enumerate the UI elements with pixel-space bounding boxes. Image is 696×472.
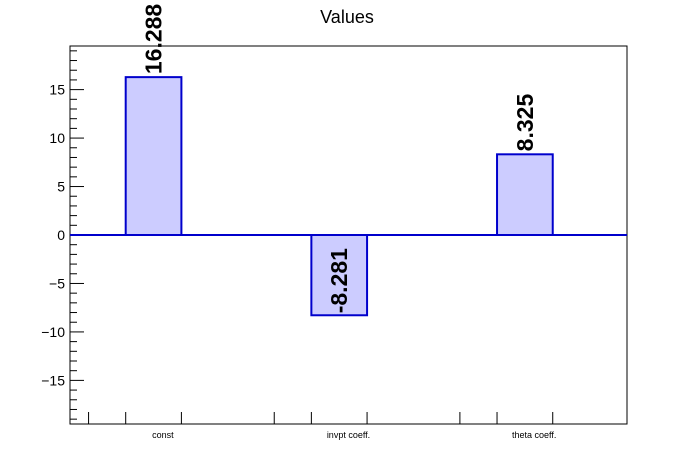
y-tick-label: 10	[49, 130, 65, 146]
bar-2	[310, 234, 369, 317]
chart-title: Values	[320, 7, 374, 27]
category-label: theta coeff.	[512, 430, 556, 440]
bar-1	[124, 76, 183, 236]
data-label: -8.281	[326, 248, 352, 313]
y-tick-label: −5	[49, 275, 65, 291]
data-labels: 16.288 -8.281 8.325	[141, 4, 538, 314]
bars	[70, 76, 627, 317]
data-label: 8.325	[512, 94, 538, 152]
y-tick-label: −10	[41, 324, 65, 340]
x-axis: const invpt coeff. theta coeff.	[88, 412, 556, 440]
category-label: const	[152, 430, 174, 440]
bar-3	[496, 153, 554, 236]
y-tick-label: 5	[57, 179, 65, 195]
y-axis: −15 −10 −5 0 5 10 15	[41, 50, 84, 420]
y-tick-label: −15	[41, 372, 65, 388]
y-tick-label: 15	[49, 82, 65, 98]
data-label: 16.288	[141, 4, 167, 75]
category-label: invpt coeff.	[327, 430, 370, 440]
y-tick-label: 0	[57, 227, 65, 243]
